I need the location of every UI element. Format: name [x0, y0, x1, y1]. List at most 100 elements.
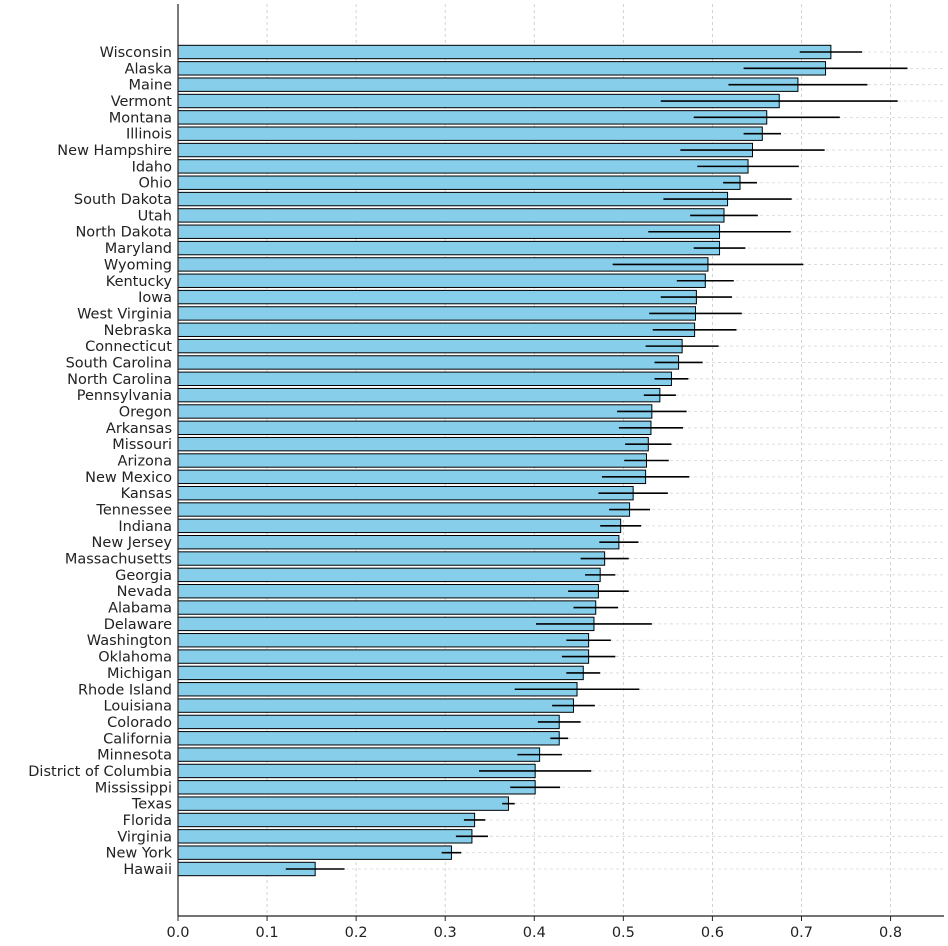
- bar: [177, 289, 697, 305]
- bar: [177, 387, 661, 403]
- category-label: Montana: [109, 110, 172, 126]
- category-label: Alaska: [125, 61, 172, 77]
- category-label: Arizona: [118, 454, 172, 470]
- bar: [177, 404, 653, 419]
- category-label: Wyoming: [104, 257, 172, 273]
- category-label: Indiana: [118, 519, 172, 535]
- bar: [177, 600, 597, 615]
- bar: [177, 567, 601, 583]
- x-tick-label: 0.6: [701, 925, 724, 941]
- category-label: Nevada: [117, 584, 172, 600]
- x-tick-label: 0.5: [612, 925, 635, 941]
- category-label: Ohio: [138, 176, 172, 192]
- category-label: Oklahoma: [98, 650, 172, 666]
- category-label: Kansas: [121, 486, 172, 502]
- category-label: Maine: [128, 78, 172, 94]
- bar: [177, 142, 753, 158]
- category-label: Nebraska: [104, 323, 172, 339]
- bar: [177, 698, 574, 713]
- category-label: Pennsylvania: [77, 388, 172, 404]
- bar: [177, 175, 741, 190]
- bar: [177, 322, 696, 337]
- bar: [177, 273, 706, 288]
- category-label: Wisconsin: [100, 45, 172, 61]
- bar: [177, 731, 560, 746]
- category-label: South Carolina: [66, 355, 172, 371]
- x-tick-labels: 0.0 0.1 0.2 0.3 0.4 0.5 0.6 0.7 0.8: [166, 925, 902, 941]
- category-label: Rhode Island: [78, 682, 172, 698]
- bar: [177, 812, 476, 828]
- bar: [177, 485, 634, 501]
- category-label: Texas: [131, 797, 172, 813]
- category-label: Delaware: [104, 617, 172, 633]
- category-label: Utah: [138, 208, 172, 224]
- category-label: Tennessee: [95, 503, 172, 519]
- bar: [177, 61, 827, 76]
- category-label: Hawaii: [123, 862, 172, 878]
- bar: [177, 829, 473, 844]
- category-label: Florida: [123, 813, 172, 829]
- bar: [177, 469, 647, 485]
- bar: [177, 502, 631, 517]
- category-label: Illinois: [126, 127, 172, 143]
- bar: [177, 518, 622, 534]
- category-label: South Dakota: [74, 192, 172, 208]
- bar: [177, 633, 590, 648]
- category-label: Idaho: [132, 159, 173, 175]
- bar: [177, 616, 595, 632]
- bar: [177, 551, 606, 566]
- category-label: North Carolina: [67, 372, 172, 388]
- category-label: Michigan: [107, 666, 172, 682]
- category-label: Virginia: [117, 829, 172, 845]
- category-label: New York: [106, 846, 173, 862]
- x-tick-label: 0.3: [434, 925, 457, 941]
- bar: [177, 208, 725, 223]
- error-bars-layer: [285, 51, 908, 870]
- category-label: Kentucky: [106, 274, 173, 290]
- category-label: California: [103, 731, 172, 747]
- x-tick-label: 0.2: [345, 925, 368, 941]
- axes-layer: [177, 4, 944, 921]
- bar: [177, 77, 799, 92]
- bar: [177, 796, 509, 811]
- x-tick-label: 0.7: [790, 925, 813, 941]
- category-label: North Dakota: [75, 225, 172, 241]
- category-label: Mississippi: [95, 780, 172, 796]
- category-labels: WisconsinAlaskaMaineVermontMontanaIllino…: [28, 45, 172, 878]
- category-label: West Virginia: [77, 306, 172, 322]
- category-label: Minnesota: [97, 748, 172, 764]
- bar: [177, 191, 729, 207]
- bar: [177, 747, 541, 762]
- category-label: Alabama: [108, 601, 172, 617]
- category-label: District of Columbia: [28, 764, 172, 780]
- bar: [177, 371, 672, 386]
- category-label: Colorado: [107, 715, 172, 731]
- bar: [177, 110, 768, 125]
- category-label: Missouri: [112, 437, 172, 453]
- x-tick-label: 0.4: [523, 925, 546, 941]
- category-label: New Jersey: [92, 535, 173, 551]
- bar: [177, 306, 696, 321]
- category-label: Louisiana: [104, 699, 172, 715]
- bar: [177, 665, 584, 681]
- bar: [177, 126, 763, 141]
- bar: [177, 338, 683, 354]
- category-label: Washington: [87, 633, 172, 649]
- x-tick-label: 0.1: [256, 925, 279, 941]
- bar: [177, 224, 721, 239]
- bar: [177, 649, 590, 664]
- bar: [177, 780, 536, 795]
- category-label: New Mexico: [85, 470, 172, 486]
- category-label: Oregon: [119, 404, 172, 420]
- bar: [177, 420, 652, 436]
- category-label: Georgia: [115, 568, 172, 584]
- category-label: Massachusetts: [65, 552, 172, 568]
- category-label: Maryland: [105, 241, 172, 257]
- x-tick-label: 0.8: [879, 925, 902, 941]
- category-label: Connecticut: [85, 339, 172, 355]
- bar: [177, 845, 452, 860]
- bar: [177, 584, 599, 599]
- bar: [177, 159, 749, 174]
